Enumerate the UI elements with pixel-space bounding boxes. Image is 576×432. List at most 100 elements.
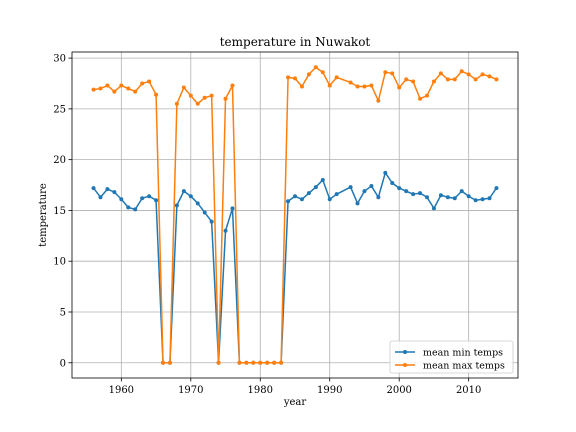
data-point (376, 195, 381, 200)
data-point (154, 198, 159, 203)
data-point (459, 69, 464, 74)
data-point (216, 360, 221, 365)
data-point (306, 191, 311, 196)
data-point (299, 197, 304, 202)
data-point (258, 360, 263, 365)
data-point (147, 194, 152, 199)
series-line (93, 66, 497, 364)
series-mean-min-temps (91, 170, 499, 365)
legend-label: mean min temps (423, 348, 503, 359)
data-point (223, 96, 228, 101)
data-point (126, 86, 131, 91)
data-point (355, 84, 360, 89)
data-point (480, 197, 485, 202)
data-point (91, 186, 96, 191)
data-point (230, 206, 235, 211)
data-point (452, 196, 457, 201)
data-point (320, 177, 325, 182)
data-point (411, 79, 416, 84)
data-point (272, 360, 277, 365)
x-tick-label: 2000 (386, 385, 411, 396)
x-tick-label: 1960 (109, 385, 134, 396)
data-point (195, 201, 200, 206)
data-point (397, 85, 402, 90)
data-point (230, 83, 235, 88)
legend-marker (403, 350, 407, 354)
data-point (383, 70, 388, 75)
data-point (181, 85, 186, 90)
data-point (105, 83, 110, 88)
data-point (244, 360, 249, 365)
data-point (299, 84, 304, 89)
data-point (334, 75, 339, 80)
data-point (112, 190, 117, 195)
data-point (424, 195, 429, 200)
data-point (237, 360, 242, 365)
legend-marker (403, 363, 407, 367)
data-point (459, 189, 464, 194)
data-point (480, 72, 485, 77)
legend-item: mean min temps (395, 348, 503, 359)
data-point (209, 219, 214, 224)
data-point (424, 93, 429, 98)
data-point (133, 207, 138, 212)
data-point (431, 79, 436, 84)
data-point (473, 198, 478, 203)
data-point (494, 186, 499, 191)
data-point (251, 360, 256, 365)
x-tick-label: 1970 (178, 385, 203, 396)
data-point (98, 86, 103, 91)
y-tick-label: 5 (60, 307, 66, 318)
data-point (140, 81, 145, 86)
data-point (348, 80, 353, 85)
data-point (174, 101, 179, 106)
data-point (362, 84, 367, 89)
y-axis-ticks: 0 5 10 15 20 25 30 (53, 54, 72, 369)
data-point (390, 71, 395, 76)
data-point (327, 197, 332, 202)
grid-lines (72, 52, 518, 378)
data-point (369, 184, 374, 189)
y-axis-label: temperature (38, 183, 49, 247)
data-point (411, 192, 416, 197)
data-point (487, 196, 492, 201)
data-point (327, 83, 332, 88)
data-point (105, 187, 110, 192)
legend-label: mean max temps (423, 361, 505, 372)
x-tick-label: 2010 (456, 385, 481, 396)
data-point (473, 77, 478, 82)
data-point (112, 89, 117, 94)
data-point (466, 194, 471, 199)
series-mean-max-temps (91, 65, 499, 365)
y-tick-label: 30 (53, 54, 66, 65)
x-tick-label: 1990 (317, 385, 342, 396)
data-point (362, 189, 367, 194)
data-point (133, 89, 138, 94)
data-point (404, 77, 409, 82)
data-point (438, 193, 443, 198)
data-point (181, 189, 186, 194)
data-point (334, 192, 339, 197)
data-point (202, 210, 207, 215)
data-point (418, 191, 423, 196)
x-axis-ticks: 1960 1970 1980 1990 2000 2010 (109, 378, 481, 396)
data-point (355, 201, 360, 206)
data-point (161, 360, 166, 365)
data-point (202, 95, 207, 100)
data-point (188, 194, 193, 199)
data-point (147, 79, 152, 84)
data-point (390, 181, 395, 186)
data-point (209, 93, 214, 98)
data-point (404, 189, 409, 194)
data-point (445, 77, 450, 82)
plot-frame (71, 51, 519, 379)
data-point (293, 194, 297, 199)
data-point (154, 92, 159, 97)
data-point (445, 195, 450, 200)
data-point (98, 195, 103, 200)
data-point (466, 72, 471, 77)
data-point (91, 87, 96, 92)
data-point (306, 72, 311, 77)
data-point (376, 98, 381, 103)
y-tick-label: 10 (53, 257, 66, 268)
